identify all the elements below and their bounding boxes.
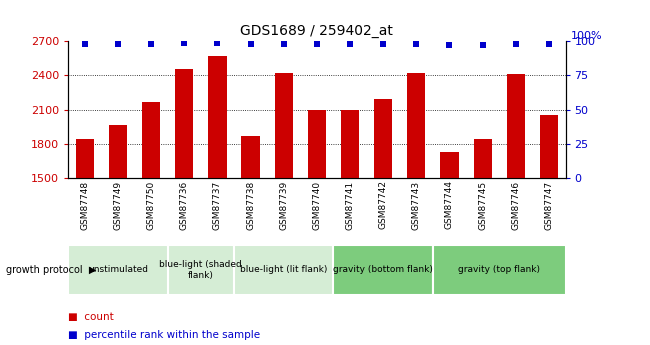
Text: gravity (bottom flank): gravity (bottom flank) [333,265,433,275]
Bar [142,101,161,178]
Bar [506,74,525,178]
Bar [109,126,127,178]
Bar [274,73,293,178]
Text: unstimulated: unstimulated [88,265,148,275]
Bar [307,110,326,178]
Text: ■  percentile rank within the sample: ■ percentile rank within the sample [68,330,261,339]
Bar [241,136,260,178]
Bar [333,245,433,295]
Title: GDS1689 / 259402_at: GDS1689 / 259402_at [240,23,393,38]
Bar [168,245,234,295]
Bar [407,73,426,178]
Bar [433,245,566,295]
Bar [374,99,393,178]
Text: blue-light (shaded
flank): blue-light (shaded flank) [159,260,242,280]
Bar [341,110,359,178]
Text: blue-light (lit flank): blue-light (lit flank) [240,265,328,275]
Text: 100%: 100% [571,31,602,41]
Bar [540,115,558,178]
Bar [473,139,492,178]
Bar [75,139,94,178]
Text: growth protocol  ▶: growth protocol ▶ [6,265,97,275]
Bar [175,69,194,178]
Bar [68,245,168,295]
Bar [234,245,333,295]
Bar [440,151,459,178]
Text: gravity (top flank): gravity (top flank) [458,265,540,275]
Text: ■  count: ■ count [68,313,114,322]
Bar [208,56,227,178]
